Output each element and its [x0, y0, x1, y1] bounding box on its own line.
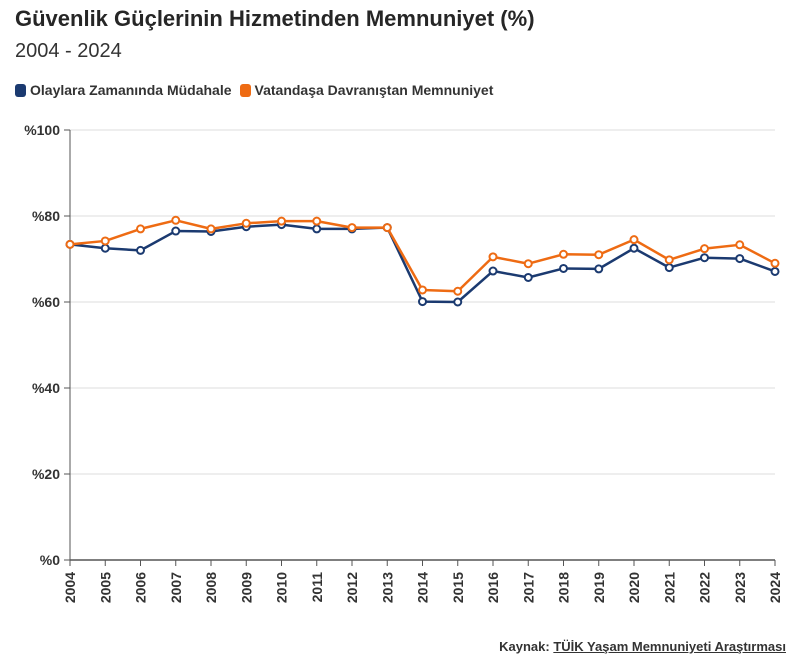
data-point: [735, 240, 745, 250]
data-point: [664, 263, 674, 273]
data-point: [418, 285, 427, 295]
y-tick-label: %80: [32, 208, 60, 224]
data-point: [700, 253, 709, 263]
data-point: [347, 223, 357, 233]
data-point: [523, 259, 533, 269]
data-point: [277, 216, 286, 226]
x-tick-label: 2008: [203, 572, 219, 603]
x-tick-label: 2022: [697, 572, 713, 603]
data-point: [488, 266, 498, 276]
y-tick-label: %100: [24, 122, 60, 138]
data-point: [700, 244, 709, 254]
data-point: [171, 215, 181, 225]
data-point: [559, 263, 568, 273]
x-tick-label: 2010: [274, 572, 290, 603]
chart-title: Güvenlik Güçlerinin Hizmetinden Memnuniy…: [15, 6, 535, 31]
x-tick-label: 2007: [168, 572, 184, 603]
y-tick-label: %40: [32, 380, 60, 396]
x-tick-label: 2015: [450, 572, 466, 603]
x-tick-label: 2017: [520, 572, 536, 603]
x-tick-label: 2019: [591, 572, 607, 603]
x-tick-label: 2023: [732, 572, 748, 603]
y-tick-label: %20: [32, 466, 60, 482]
data-point: [312, 216, 322, 226]
x-tick-label: 2018: [556, 572, 572, 603]
legend-swatch-olaylara: [15, 83, 26, 97]
data-point: [770, 258, 780, 268]
legend: Olaylara Zamanında Müdahale Vatandaşa Da…: [15, 82, 501, 98]
data-point: [418, 297, 427, 307]
source-link[interactable]: TÜİK Yaşam Memnuniyeti Araştırması: [553, 639, 786, 654]
x-tick-label: 2020: [626, 572, 642, 603]
data-point: [136, 224, 145, 234]
data-point: [559, 249, 568, 259]
legend-swatch-vatandasa: [239, 83, 251, 97]
x-tick-label: 2012: [344, 572, 360, 603]
data-point: [594, 250, 604, 260]
x-tick-label: 2009: [238, 572, 254, 603]
source-label: Kaynak:: [499, 639, 550, 654]
data-point: [453, 286, 463, 296]
data-point: [629, 235, 639, 245]
x-tick-label: 2004: [62, 572, 78, 603]
data-point: [735, 254, 745, 264]
legend-item-vatandasa[interactable]: Vatandaşa Davranıştan Memnuniyet: [239, 82, 494, 98]
data-point: [241, 218, 251, 228]
x-tick-label: 2024: [767, 572, 783, 603]
data-point: [100, 236, 110, 246]
data-point: [312, 224, 322, 234]
x-tick-label: 2006: [133, 572, 149, 603]
data-point: [453, 297, 463, 307]
data-point: [382, 223, 392, 233]
data-point: [523, 272, 533, 282]
data-point: [488, 252, 498, 262]
source-note: Kaynak: TÜİK Yaşam Memnuniyeti Araştırma…: [499, 639, 786, 654]
data-point: [664, 255, 674, 265]
legend-item-olaylara[interactable]: Olaylara Zamanında Müdahale: [15, 82, 232, 98]
x-tick-label: 2016: [485, 572, 501, 603]
x-tick-label: 2013: [379, 572, 395, 603]
data-point: [770, 266, 780, 276]
data-point: [594, 264, 604, 274]
x-tick-label: 2005: [97, 572, 113, 603]
data-point: [65, 239, 75, 249]
data-point: [629, 243, 639, 253]
legend-label-olaylara: Olaylara Zamanında Müdahale: [30, 82, 232, 98]
x-tick-label: 2011: [309, 572, 325, 603]
data-point: [136, 245, 145, 255]
y-tick-label: %0: [40, 552, 60, 568]
chart-subtitle: 2004 - 2024: [15, 40, 122, 62]
data-point: [100, 243, 110, 253]
legend-label-vatandasa: Vatandaşa Davranıştan Memnuniyet: [254, 82, 494, 98]
x-tick-label: 2014: [415, 572, 431, 603]
y-tick-label: %60: [32, 294, 60, 310]
x-tick-label: 2021: [661, 572, 677, 603]
data-point: [206, 224, 216, 234]
data-point: [171, 226, 181, 236]
